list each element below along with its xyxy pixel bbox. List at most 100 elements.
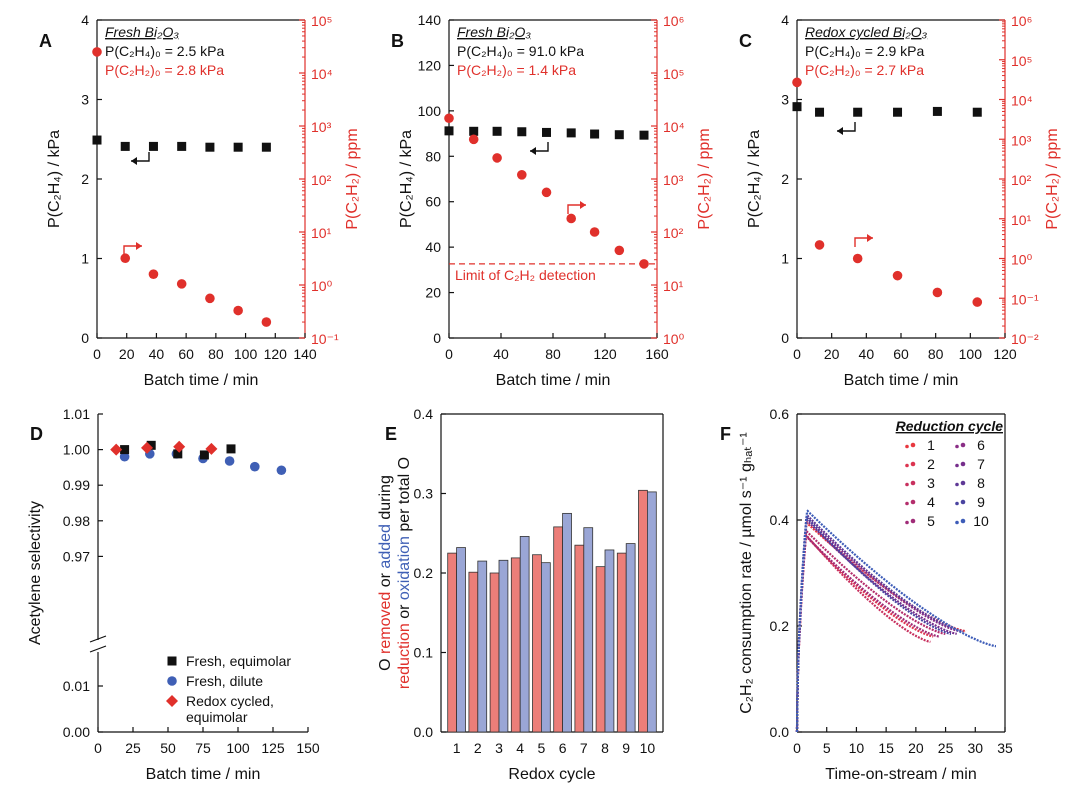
data-point [542,127,551,137]
legend-title: Reduction cycle [896,418,1004,434]
bar-removed [468,571,479,733]
y-tick-label: 1.01 [63,406,90,422]
y-tick-label-right: 10⁰ [663,331,685,347]
bar-added [456,547,466,733]
x-axis-label: Batch time / min [844,372,959,389]
y-tick-label-right: 10⁰ [311,278,333,294]
y-axis-label-line1: O removed or added during [377,475,394,671]
series-cycle-10 [795,509,996,733]
annotation-line: P(C₂H₂)₀ = 1.4 kPa [457,62,576,78]
y-tick-label-right: 10³ [663,172,684,188]
series-cycle-3 [795,532,931,733]
legend-marker [166,695,178,707]
legend-label: 7 [977,456,985,472]
y-tick-label-right: 10⁻¹ [311,331,339,347]
legend-marker [910,461,916,467]
legend-marker [910,442,916,448]
series-cycle-5 [795,534,940,733]
data-point [226,444,236,454]
data-point [92,47,102,57]
panel-e: 0.0 0.1 0.2 0.3 0.4 1 2 3 4 5 6 7 8 9 10 Redox cycle E O … [377,406,664,783]
legend-marker [960,461,966,467]
x-tick-label: 40 [493,346,509,362]
x-axis-label: Batch time / min [496,372,611,389]
y-tick-label: 1.00 [63,442,90,458]
x-tick-label: 8 [601,740,609,756]
data-point [444,126,454,136]
data-point [177,141,187,151]
x-axis-label: Time-on-stream / min [825,766,976,783]
legend-label: 3 [927,475,935,491]
panel-label: E [385,424,397,444]
data-point [614,245,625,256]
series-c2h2 [444,113,649,269]
legend-label: equimolar [186,709,248,725]
data-point [517,170,527,180]
y-tick-label-left: 100 [418,103,442,119]
data-point [120,445,130,455]
y-tick-label-right: 10⁵ [663,66,684,82]
y-axis-label-line2: reduction or oxidation per total O [396,457,413,689]
y-tick-label-left: 140 [418,12,442,28]
x-axis-label: Batch time / min [144,372,259,389]
y-tick-label-right: 10¹ [1011,212,1032,228]
x-tick-label: 9 [622,740,630,756]
x-tick-label: 80 [545,346,561,362]
x-tick-label: 0 [793,346,801,362]
legend-marker [960,480,966,486]
data-point [792,77,802,88]
data-point [444,113,454,124]
data-point [853,107,863,117]
y-axis-label-right: P(C₂H₂) / ppm [696,128,713,229]
x-tick-label: 20 [119,346,135,362]
x-tick-label: 25 [938,740,954,756]
annotation-line: P(C₂H₄)₀ = 2.5 kPa [105,43,224,59]
legend: Reduction cycle 1 2 3 4 5 6 7 8 9 10 [896,418,1004,529]
arrow-head [867,234,873,242]
annotation-line: P(C₂H₂)₀ = 2.8 kPa [105,62,224,78]
arrow-head [530,147,536,155]
y-tick-label-right: 10⁻¹ [1011,291,1039,307]
x-tick-label: 0 [94,740,102,756]
y-tick-label-right: 10⁴ [311,66,333,82]
x-tick-label: 150 [296,740,320,756]
data-point [492,126,502,136]
data-point [120,141,130,151]
x-tick-label: 30 [967,740,983,756]
x-tick-label: 0 [445,346,453,362]
data-point [173,449,183,459]
data-point [205,142,215,152]
y-tick-label: 0.01 [63,678,90,694]
x-tick-label: 40 [859,346,875,362]
bar-added [498,559,509,733]
y-axis-label-part: added [377,524,394,569]
bar-removed [489,572,500,733]
data-point [205,442,218,455]
data-point [120,253,131,264]
arrow-head [131,157,137,165]
series-cycle-4 [795,528,946,733]
y-tick-label-left: 1 [781,251,789,267]
y-tick-label-left: 0 [433,330,441,346]
y-tick-label: 0.1 [414,645,434,661]
bar-added [519,536,530,733]
x-tick-label: 6 [559,740,567,756]
x-tick-label: 75 [195,740,211,756]
y-tick-label-right: 10² [663,225,684,241]
annotation-title: Fresh Bi₂O₃ [105,24,179,40]
series-c2h2 [792,77,983,307]
data-point [141,441,153,454]
y-axis-label-part: or [377,569,394,592]
bar-removed [510,557,521,733]
bar-removed [638,489,648,733]
legend-label: Fresh, dilute [186,673,263,689]
data-point [517,127,527,137]
y-axis-label-right: P(C₂H₂) / ppm [1044,128,1061,229]
bar-added [647,491,657,733]
y-tick-label-right: 10⁶ [1011,13,1032,29]
series-diamond [110,440,218,456]
y-tick-label: 0.6 [770,406,790,422]
legend-label: 1 [927,437,935,453]
legend-marker [955,444,959,449]
data-point [815,107,825,117]
